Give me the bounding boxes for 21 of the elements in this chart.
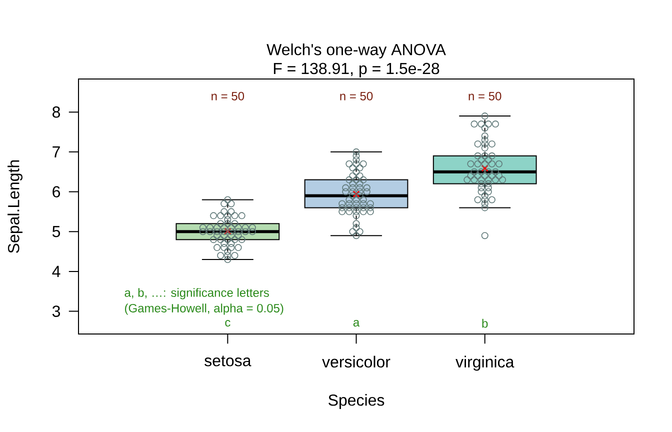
y-tick-label: 6 <box>52 186 60 198</box>
y-axis-title: Sepal.Length <box>8 160 22 253</box>
annotation: n = 50 <box>340 92 373 100</box>
y-tick-label: 5 <box>52 226 60 238</box>
y-tick-label: 8 <box>52 106 60 118</box>
chart-title: Welch's one-way ANOVA <box>266 44 446 58</box>
annotation: n = 50 <box>468 92 502 100</box>
x-tick-label: versicolor <box>322 356 390 368</box>
annotation: b <box>482 318 488 328</box>
annotation: a <box>353 320 360 327</box>
y-tick-label: 3 <box>52 306 60 317</box>
annotation: (Games-Howell, alpha = 0.05) <box>125 304 284 315</box>
y-tick-label: 4 <box>52 266 60 277</box>
annotation: a, b, …: significance letters <box>124 288 269 300</box>
y-tick-label: 7 <box>52 146 60 158</box>
x-tick-label: setosa <box>204 356 252 366</box>
x-axis-title: Species <box>328 394 384 409</box>
x-tick-label: virginica <box>456 356 514 371</box>
annotation: c <box>225 320 230 327</box>
chart-subtitle: F = 138.91, p = 1.5e-28 <box>274 62 440 78</box>
annotation: n = 50 <box>212 92 244 100</box>
